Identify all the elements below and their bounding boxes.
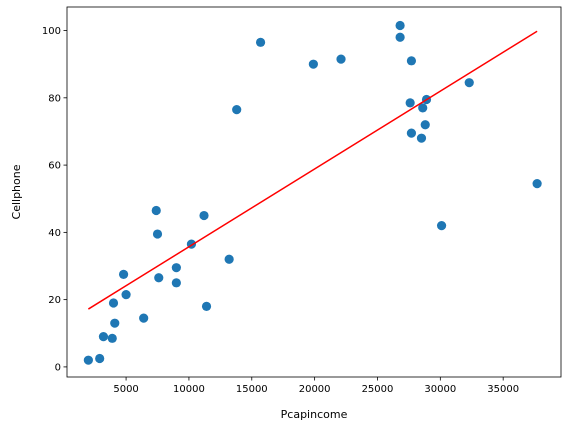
data-point	[98, 332, 109, 342]
data-point	[171, 263, 181, 273]
x-axis-ticks: 5000 10000 15000 20000 25000 30000 35000	[113, 377, 519, 395]
data-point	[464, 78, 474, 88]
data-point	[118, 269, 129, 280]
x-tick-label: 35000	[487, 384, 519, 395]
x-axis-label: Pcapincome	[281, 408, 348, 421]
data-point	[107, 333, 117, 343]
x-tick-label: 30000	[424, 384, 456, 395]
data-point	[418, 103, 428, 113]
y-axis-ticks: 0 20 40 60 80 100	[42, 26, 67, 373]
regression-line	[87, 30, 538, 310]
data-point	[406, 128, 417, 138]
x-tick-label: 5000	[113, 384, 138, 395]
data-point	[395, 32, 405, 42]
y-tick-label: 60	[48, 161, 61, 172]
data-point	[121, 289, 131, 300]
data-point	[436, 221, 447, 231]
y-tick-label: 80	[48, 93, 61, 104]
y-tick-label: 0	[55, 362, 61, 373]
x-tick-label: 25000	[362, 384, 394, 395]
data-point	[95, 353, 105, 364]
data-point	[201, 301, 212, 311]
data-point	[232, 104, 242, 115]
y-tick-label: 40	[48, 228, 61, 239]
data-point	[108, 298, 119, 308]
data-point	[255, 37, 266, 47]
data-point	[416, 133, 427, 143]
data-point	[83, 355, 93, 365]
data-point	[224, 254, 234, 264]
y-tick-label: 100	[42, 26, 61, 37]
x-tick-label: 20000	[299, 384, 331, 395]
y-tick-label: 20	[48, 295, 61, 306]
data-point	[406, 56, 417, 66]
data-point	[405, 98, 415, 108]
data-point	[336, 54, 346, 64]
data-point	[532, 178, 542, 189]
data-point	[151, 205, 161, 216]
data-point	[110, 318, 120, 328]
scatter-points	[83, 20, 542, 365]
data-point	[154, 273, 164, 283]
regression-line-group	[87, 30, 538, 310]
y-axis-label: Cellphone	[10, 164, 23, 219]
plot-frame	[66, 6, 562, 378]
data-point	[308, 59, 318, 69]
x-tick-label: 10000	[173, 384, 205, 395]
data-point	[420, 120, 430, 130]
data-point	[199, 210, 209, 221]
data-point	[395, 20, 405, 31]
data-point	[139, 313, 149, 323]
data-point	[171, 278, 181, 288]
data-point	[152, 229, 163, 239]
x-tick-label: 15000	[236, 384, 268, 395]
